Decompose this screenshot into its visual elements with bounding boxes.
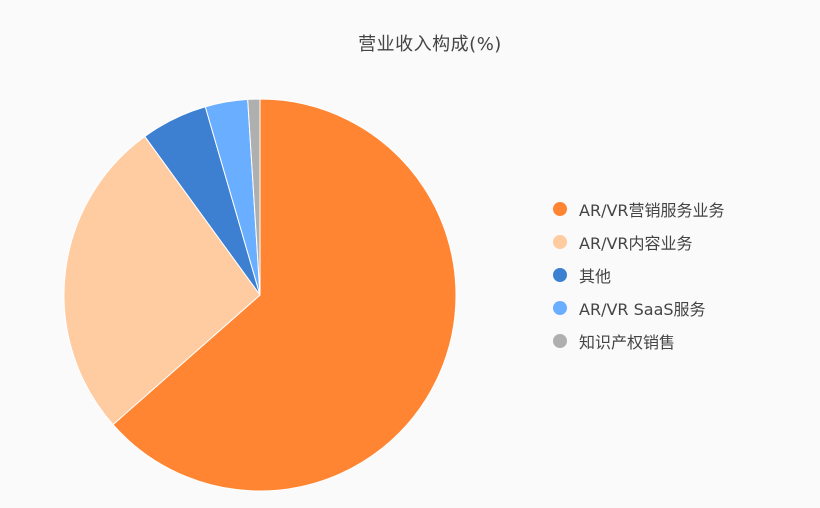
- legend: AR/VR营销服务业务 AR/VR内容业务 其他 AR/VR SaaS服务 知识…: [553, 192, 725, 357]
- legend-label: 知识产权销售: [579, 332, 676, 352]
- legend-item-ar-vr-marketing[interactable]: AR/VR营销服务业务: [553, 192, 725, 225]
- legend-swatch: [553, 333, 567, 348]
- legend-label: AR/VR SaaS服务: [579, 299, 706, 319]
- legend-label: AR/VR营销服务业务: [579, 200, 725, 220]
- legend-item-ip-sales[interactable]: 知识产权销售: [553, 324, 725, 357]
- legend-label: AR/VR内容业务: [579, 233, 693, 253]
- chart-title: 营业收入构成(%): [358, 34, 502, 55]
- pie-slice-4[interactable]: [247, 98, 261, 296]
- pie-slice-0[interactable]: [112, 98, 457, 492]
- legend-swatch: [553, 300, 567, 315]
- legend-swatch: [553, 267, 567, 282]
- pie-slice-1[interactable]: [63, 135, 261, 426]
- legend-item-other[interactable]: 其他: [553, 258, 725, 291]
- legend-swatch: [553, 201, 567, 216]
- legend-label: 其他: [579, 266, 612, 286]
- legend-item-ar-vr-saas[interactable]: AR/VR SaaS服务: [553, 291, 725, 324]
- legend-item-ar-vr-content[interactable]: AR/VR内容业务: [553, 225, 725, 258]
- legend-swatch: [553, 234, 567, 249]
